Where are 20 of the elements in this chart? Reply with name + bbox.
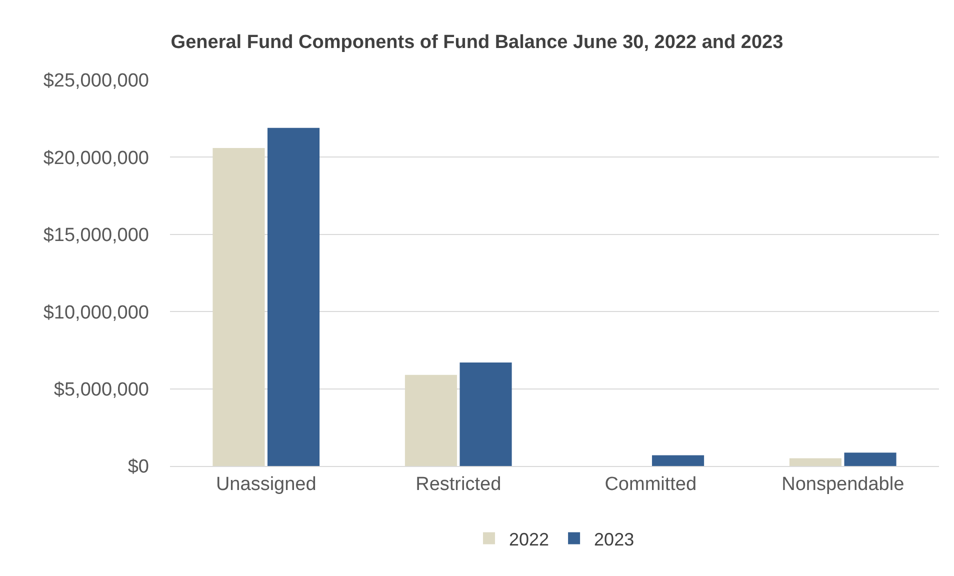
bar — [652, 455, 704, 466]
y-tick-label: $25,000,000 — [43, 70, 149, 92]
x-tick-label: Nonspendable — [782, 474, 904, 495]
x-tick-label: Restricted — [416, 474, 502, 495]
x-tick-label: Committed — [604, 474, 697, 495]
bar — [789, 458, 842, 466]
bar — [404, 374, 458, 466]
x-tick-label: Unassigned — [216, 474, 316, 495]
y-tick-label: $15,000,000 — [43, 225, 149, 246]
chart-title: General Fund Components of Fund Balance June 30, 2022 and 2023 — [170, 32, 784, 53]
bar — [460, 362, 512, 466]
legend-label: 2022 — [509, 529, 550, 550]
y-tick-label: $20,000,000 — [43, 148, 149, 169]
legend-label: 2023 — [594, 529, 634, 550]
bar — [212, 148, 265, 466]
y-tick-label: $5,000,000 — [54, 379, 149, 400]
bar — [267, 128, 320, 466]
y-tick-label: $0 — [128, 456, 149, 478]
y-tick-label: $10,000,000 — [43, 302, 149, 324]
bar — [844, 452, 896, 466]
